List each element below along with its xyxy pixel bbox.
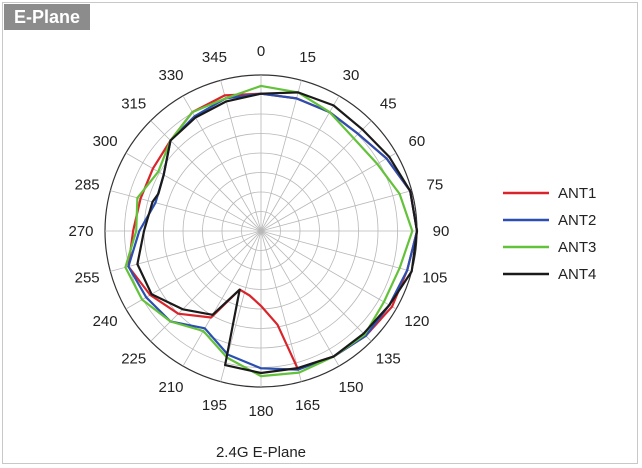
- grid-spoke: [110, 190, 262, 232]
- angle-tick-label: 315: [121, 96, 146, 113]
- legend: ANT1 ANT2 ANT3 ANT4: [503, 185, 596, 283]
- grid-spoke: [260, 230, 372, 342]
- angle-tick-label: 15: [299, 49, 316, 66]
- legend-label: ANT4: [558, 266, 596, 283]
- angle-tick-label: 240: [93, 313, 118, 330]
- angle-tick-label: 60: [409, 133, 426, 150]
- angle-tick-label: 225: [121, 350, 146, 367]
- angle-tick-label: 45: [380, 96, 397, 113]
- angle-tick-label: 180: [248, 403, 273, 420]
- angle-tick-label: 90: [433, 223, 450, 240]
- angle-tick-label: 0: [257, 43, 265, 60]
- angle-tick-label: 150: [338, 379, 363, 396]
- angle-tick-label: 75: [427, 176, 444, 193]
- grid-spoke: [182, 230, 262, 367]
- chart-panel: [2, 2, 638, 464]
- angle-tick-label: 285: [75, 176, 100, 193]
- angle-tick-label: 345: [202, 49, 227, 66]
- panel-tag: E-Plane: [4, 4, 91, 30]
- grid-spoke: [260, 230, 340, 367]
- grid-spoke: [220, 80, 262, 232]
- series-lines: [124, 84, 419, 378]
- grid-spoke: [260, 230, 412, 272]
- series-line-ant4: [136, 91, 419, 375]
- angle-tick-label: 210: [158, 379, 183, 396]
- angle-tick-label: 120: [404, 313, 429, 330]
- series-line-ant1: [127, 92, 419, 371]
- grid-spoke: [260, 190, 412, 232]
- grid-spoke: [125, 230, 262, 310]
- legend-label: ANT1: [558, 185, 596, 202]
- grid-spoke: [150, 120, 262, 232]
- angle-tick-label: 30: [343, 67, 360, 84]
- legend-label: ANT2: [558, 212, 596, 229]
- angle-tick-label: 300: [93, 133, 118, 150]
- legend-label: ANT3: [558, 239, 596, 256]
- angle-tick-labels: 0 15 30 45 60 75 90 105 120 135 150 165 180 195 210 225…: [68, 43, 449, 420]
- grid-spoke: [260, 152, 397, 232]
- grid-spoke: [260, 80, 302, 232]
- angle-tick-label: 105: [422, 270, 447, 287]
- grid-spoke: [110, 230, 262, 272]
- angle-tick-label: 330: [158, 67, 183, 84]
- grid-spoke: [260, 230, 397, 310]
- angle-tick-label: 165: [295, 397, 320, 414]
- angle-tick-label: 255: [75, 270, 100, 287]
- angle-tick-label: 195: [202, 397, 227, 414]
- angle-tick-label: 135: [376, 350, 401, 367]
- grid-spoke: [260, 95, 340, 232]
- angle-tick-label: 270: [68, 223, 93, 240]
- chart-caption: 2.4G E-Plane: [216, 444, 306, 461]
- grid-spoke: [260, 120, 372, 232]
- series-line-ant3: [124, 84, 414, 378]
- grid-spoke: [260, 230, 302, 382]
- grid-spoke: [125, 152, 262, 232]
- polar-grid: [104, 74, 418, 388]
- grid-spoke: [150, 230, 262, 342]
